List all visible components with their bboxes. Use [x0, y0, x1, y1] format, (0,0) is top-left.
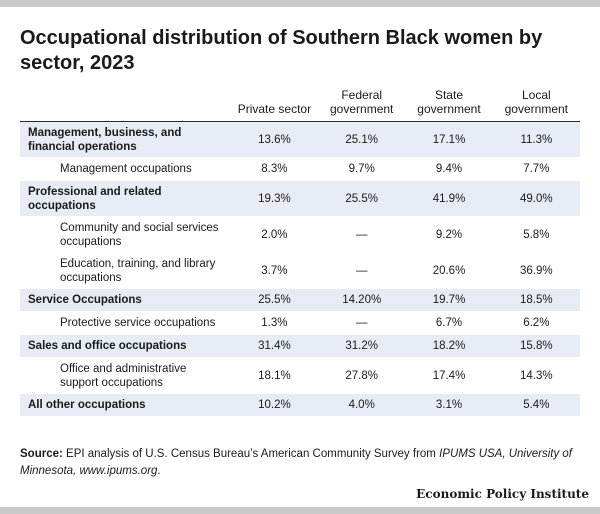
- table-body: Management, business, and financial oper…: [20, 121, 580, 417]
- source-text-2: .: [157, 465, 161, 477]
- cell-value-local: 5.8%: [492, 216, 580, 253]
- source-label: Source:: [20, 448, 63, 460]
- column-header-state: State government: [405, 86, 493, 122]
- cell-value-federal: 4.0%: [318, 393, 406, 417]
- table-row-subcategory: Office and administrative support occupa…: [20, 357, 580, 394]
- organization-logo-text: Economic Policy Institute: [416, 487, 589, 501]
- source-note: Source: EPI analysis of U.S. Census Bure…: [20, 446, 580, 480]
- row-label: Office and administrative support occupa…: [20, 357, 231, 394]
- column-header-local: Local government: [492, 86, 580, 122]
- cell-value-private: 10.2%: [230, 393, 319, 417]
- row-label: All other occupations: [20, 393, 231, 417]
- row-label: Professional and related occupations: [20, 180, 231, 217]
- table-header-row: Private sector Federal government State …: [20, 86, 580, 122]
- cell-value-state: 17.4%: [405, 357, 493, 394]
- row-label: Management occupations: [20, 157, 231, 181]
- cell-value-federal: 31.2%: [318, 334, 406, 358]
- row-label: Service Occupations: [20, 288, 231, 312]
- cell-value-state: 9.2%: [405, 216, 493, 253]
- table-row-major-category: Management, business, and financial oper…: [20, 121, 580, 158]
- cell-value-state: 18.2%: [405, 334, 493, 358]
- cell-value-state: 3.1%: [405, 393, 493, 417]
- cell-value-federal: 27.8%: [318, 357, 406, 394]
- cell-value-federal: —: [318, 252, 406, 289]
- cell-value-private: 31.4%: [230, 334, 319, 358]
- table-row-subcategory: Management occupations 8.3% 9.7% 9.4% 7.7%: [20, 157, 580, 181]
- row-label: Management, business, and financial oper…: [20, 121, 231, 158]
- cell-value-private: 13.6%: [230, 121, 319, 158]
- cell-value-federal: 25.1%: [318, 121, 406, 158]
- cell-value-federal: —: [318, 216, 406, 253]
- cell-value-private: 1.3%: [230, 311, 319, 335]
- cell-value-federal: 25.5%: [318, 180, 406, 217]
- source-text-1: EPI analysis of U.S. Census Bureau’s Ame…: [62, 448, 440, 460]
- cell-value-state: 6.7%: [405, 311, 493, 335]
- table-row-major-category: Service Occupations 25.5% 14.20% 19.7% 18.5%: [20, 288, 580, 312]
- table-row-subcategory: Education, training, and library occupat…: [20, 252, 580, 289]
- cell-value-private: 19.3%: [230, 180, 319, 217]
- cell-value-local: 11.3%: [492, 121, 580, 158]
- cell-value-state: 17.1%: [405, 121, 493, 158]
- row-label: Sales and office occupations: [20, 334, 231, 358]
- cell-value-state: 41.9%: [405, 180, 493, 217]
- cell-value-federal: —: [318, 311, 406, 335]
- column-header-label: [20, 86, 231, 122]
- cell-value-private: 18.1%: [230, 357, 319, 394]
- cell-value-federal: 14.20%: [318, 288, 406, 312]
- chart-title: Occupational distribution of Southern Bl…: [20, 27, 543, 74]
- bottom-border-bar: [0, 507, 600, 514]
- cell-value-federal: 9.7%: [318, 157, 406, 181]
- cell-value-private: 3.7%: [230, 252, 319, 289]
- source-citation: IPUMS USA, University of Minnesota, www.…: [20, 448, 572, 477]
- top-border-bar: [0, 0, 600, 7]
- row-label: Education, training, and library occupat…: [20, 252, 231, 289]
- cell-value-state: 9.4%: [405, 157, 493, 181]
- cell-value-local: 15.8%: [492, 334, 580, 358]
- cell-value-local: 49.0%: [492, 180, 580, 217]
- cell-value-local: 7.7%: [492, 157, 580, 181]
- cell-value-private: 8.3%: [230, 157, 319, 181]
- cell-value-local: 5.4%: [492, 393, 580, 417]
- table-row-major-category: Professional and related occupations 19.3…: [20, 180, 580, 217]
- row-label: Protective service occupations: [20, 311, 231, 335]
- cell-value-local: 36.9%: [492, 252, 580, 289]
- cell-value-state: 19.7%: [405, 288, 493, 312]
- cell-value-state: 20.6%: [405, 252, 493, 289]
- cell-value-private: 2.0%: [230, 216, 319, 253]
- cell-value-private: 25.5%: [230, 288, 319, 312]
- cell-value-local: 14.3%: [492, 357, 580, 394]
- table-row-major-category: All other occupations 10.2% 4.0% 3.1% 5.4%: [20, 393, 580, 417]
- table-row-subcategory: Community and social services occupation…: [20, 216, 580, 253]
- table-row-subcategory: Protective service occupations 1.3% —6.7% 6…: [20, 311, 580, 335]
- cell-value-local: 18.5%: [492, 288, 580, 312]
- occupation-table: Private sector Federal government State …: [20, 86, 580, 417]
- cell-value-local: 6.2%: [492, 311, 580, 335]
- row-label: Community and social services occupation…: [20, 216, 231, 253]
- column-header-federal: Federal government: [318, 86, 406, 122]
- table-row-major-category: Sales and office occupations 31.4% 31.2% 18…: [20, 334, 580, 358]
- column-header-private: Private sector: [230, 86, 319, 122]
